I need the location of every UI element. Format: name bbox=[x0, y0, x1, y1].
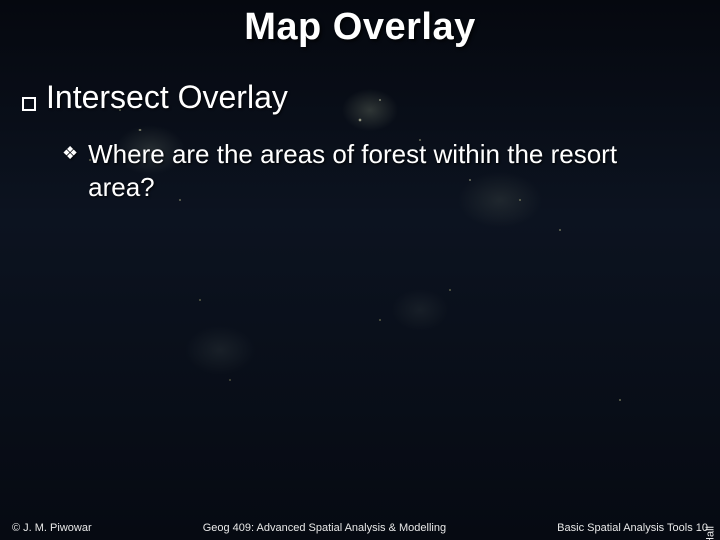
citation-vertical: Heywood et al., 1998. An Introduction to… bbox=[705, 526, 717, 540]
square-bullet-icon bbox=[22, 97, 36, 111]
footer-right: Basic Spatial Analysis Tools 10 bbox=[557, 522, 708, 534]
citation-tail: . Prentice Hall bbox=[705, 526, 717, 540]
section-text: Intersect Overlay bbox=[46, 79, 288, 116]
footer-left: © J. M. Piwowar bbox=[12, 522, 92, 534]
diamond-bullet-icon: ❖ bbox=[62, 144, 78, 162]
body-bullet-item: ❖ Where are the areas of forest within t… bbox=[18, 138, 702, 203]
slide-footer: © J. M. Piwowar Geog 409: Advanced Spati… bbox=[0, 522, 720, 534]
section-heading: Intersect Overlay bbox=[18, 79, 702, 116]
footer-center: Geog 409: Advanced Spatial Analysis & Mo… bbox=[92, 522, 558, 534]
slide: Map Overlay Intersect Overlay ❖ Where ar… bbox=[0, 0, 720, 540]
slide-title: Map Overlay bbox=[18, 6, 702, 49]
body-text: Where are the areas of forest within the… bbox=[88, 138, 662, 203]
